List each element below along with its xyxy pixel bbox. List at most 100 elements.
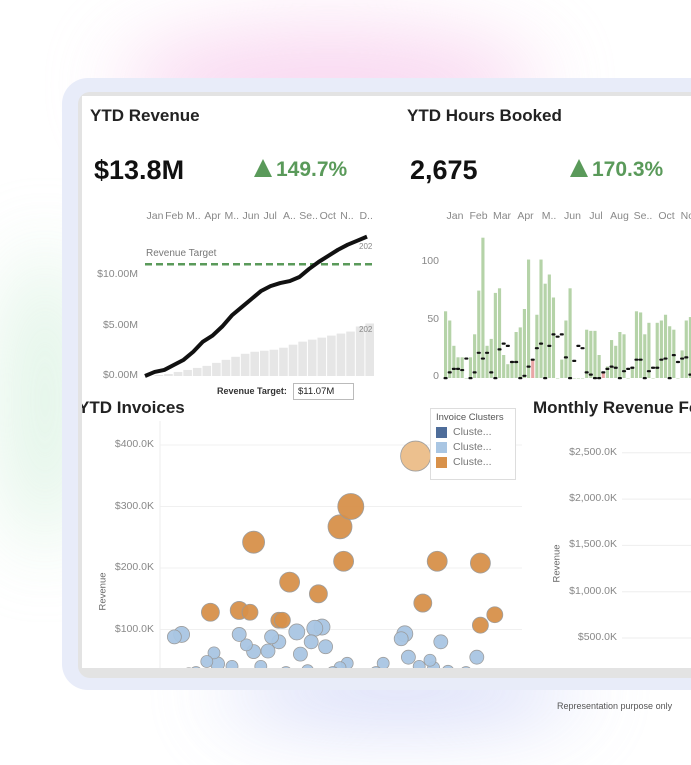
invoice-point (254, 660, 268, 668)
average-marker (680, 357, 685, 360)
y-tick: $500.0K (577, 631, 617, 643)
invoice-point (301, 664, 314, 668)
average-marker (526, 365, 531, 368)
average-marker (659, 358, 664, 361)
hours-bar (464, 378, 468, 379)
invoice-point (433, 634, 449, 650)
hours-bar (593, 330, 597, 378)
average-marker (592, 377, 598, 380)
hours-bar (506, 364, 510, 378)
invoice-point (412, 660, 426, 668)
prior-year-bar (298, 341, 307, 376)
average-marker (572, 359, 577, 362)
invoice-point (207, 646, 221, 660)
average-marker (597, 377, 602, 380)
prior-year-bar (212, 362, 221, 376)
invoice-point (413, 593, 433, 613)
prior-year-bar (154, 374, 164, 376)
hours-bar (477, 290, 481, 378)
ytd-hours-change: 170.3% (570, 158, 663, 182)
hours-bar (684, 320, 688, 378)
prior-year-bar (183, 369, 192, 376)
hours-bar (473, 334, 477, 378)
month-tick: M.. (186, 210, 201, 222)
hours-bar (605, 366, 609, 378)
hours-bar (448, 320, 452, 378)
month-tick: Jun (564, 210, 581, 222)
hours-bar (643, 334, 647, 378)
month-tick: D.. (359, 210, 373, 222)
legend-item[interactable]: Cluste... (436, 456, 510, 468)
average-marker (563, 356, 568, 359)
month-tick: A.. (282, 210, 296, 222)
invoice-point (288, 623, 306, 641)
month-tick: Se.. (633, 210, 653, 222)
prior-year-bar (346, 331, 355, 376)
hours-bar (510, 360, 514, 378)
average-marker (651, 366, 656, 369)
legend-item[interactable]: Cluste... (436, 441, 510, 453)
prior-year-bar (355, 326, 365, 376)
month-tick: Apr (204, 210, 221, 222)
invoice-clusters-legend: Invoice Clusters Cluste... Cluste... Clu… (430, 408, 516, 480)
invoice-point (241, 603, 259, 621)
y-tick: $1,500.0K (569, 538, 617, 551)
invoice-point (400, 649, 416, 665)
prior-year-bar (173, 371, 183, 376)
hours-bar (589, 330, 593, 378)
revenue-target-input[interactable]: $11.07M (293, 383, 354, 400)
average-marker (630, 366, 635, 369)
average-marker (576, 344, 581, 347)
average-marker (655, 366, 660, 369)
legend-item[interactable]: Cluste... (436, 426, 510, 438)
prior-year-bar (327, 335, 336, 376)
invoice-point (471, 616, 489, 634)
invoice-point (279, 571, 301, 593)
average-marker (555, 335, 560, 338)
swatch-light-blue (436, 441, 447, 453)
ytd-hours-title: YTD Hours Booked (407, 106, 562, 125)
average-marker (514, 360, 519, 364)
prior-year-bar (307, 339, 317, 376)
hours-bar (497, 288, 502, 378)
invoice-point (306, 619, 324, 637)
y-tick: $2,500.0K (569, 445, 617, 458)
invoice-point (200, 655, 214, 668)
ytd-revenue-title: YTD Revenue (90, 106, 200, 125)
average-marker (613, 366, 618, 369)
average-marker (617, 377, 622, 380)
ytd-invoices-title: YTD Invoices (82, 398, 185, 417)
y-tick: $0.00M (102, 369, 138, 381)
average-marker (464, 357, 469, 360)
average-marker (543, 377, 548, 380)
y-tick: 0 (433, 370, 439, 382)
forecast-y-label: Revenue (551, 544, 563, 583)
prior-year-bar (231, 356, 240, 376)
hours-bar (610, 340, 614, 378)
month-tick: Aug (610, 210, 629, 222)
y-tick: $100.0K (114, 622, 154, 635)
prior-year-bar (221, 359, 231, 376)
y-tick: $300.0K (114, 499, 154, 512)
average-marker (485, 351, 490, 354)
hours-bar (647, 322, 651, 378)
representation-note: Representation purpose only (557, 701, 673, 711)
average-marker (646, 370, 651, 373)
average-marker (626, 367, 631, 370)
average-marker (588, 373, 593, 376)
month-tick: Jul (263, 210, 277, 222)
average-marker (675, 360, 681, 364)
average-marker (584, 371, 589, 374)
hours-bar (651, 378, 655, 379)
hours-bar (580, 378, 585, 379)
prior-year-bar (317, 337, 327, 376)
invoice-point (328, 666, 338, 668)
hours-bar (585, 329, 589, 378)
legend-label: Cluste... (453, 426, 492, 438)
hours-bar (576, 378, 580, 379)
average-marker (443, 377, 448, 380)
monthly-forecast-title: Monthly Revenue Fo (533, 398, 691, 417)
average-marker (634, 358, 639, 361)
average-marker (509, 360, 515, 364)
invoice-point (264, 629, 280, 645)
